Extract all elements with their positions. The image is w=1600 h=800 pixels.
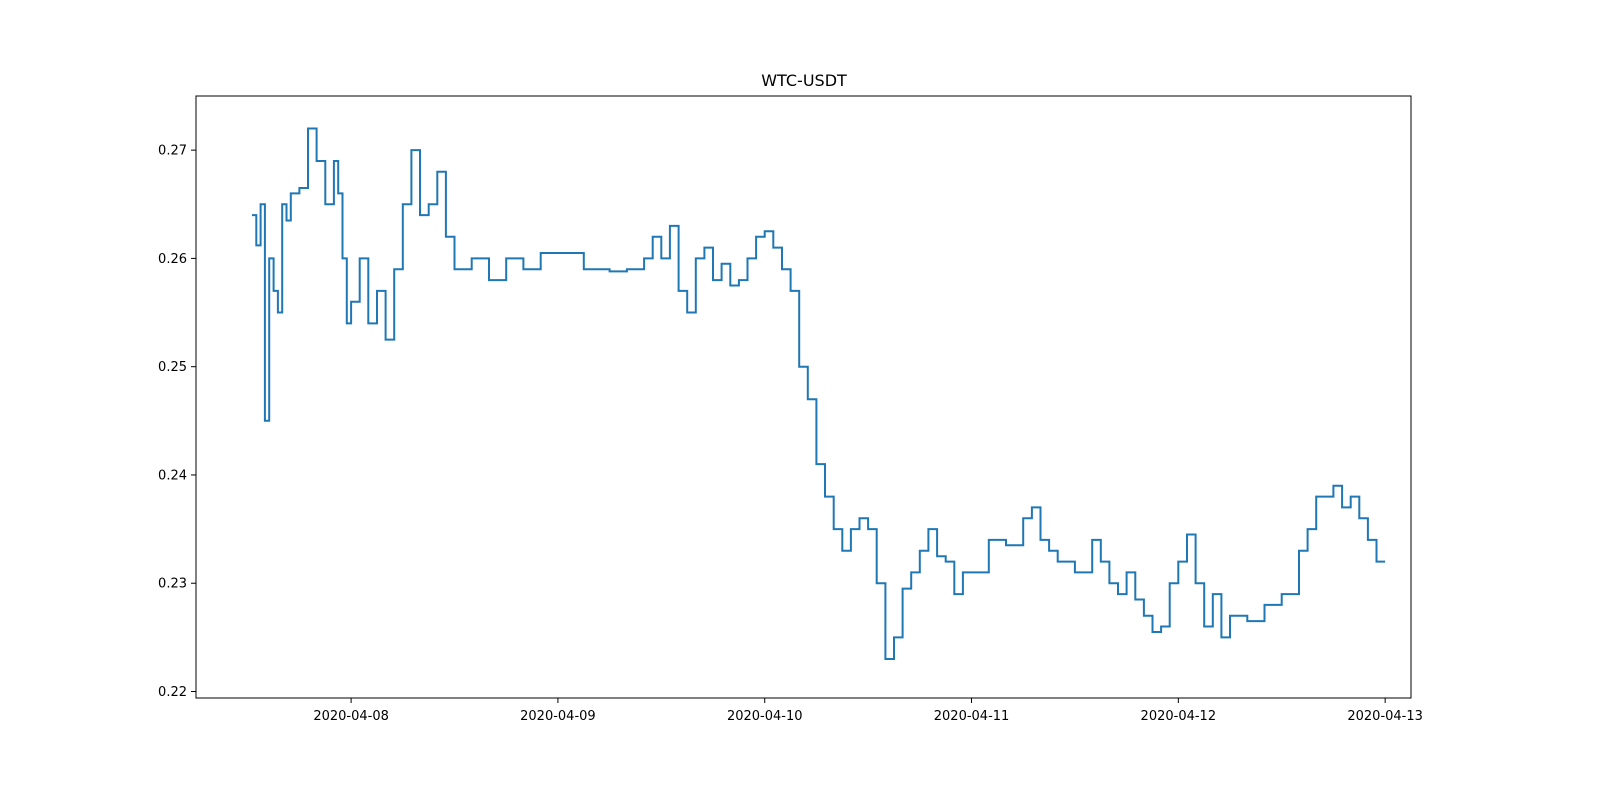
price-series-line [252,127,1386,660]
y-tick-label: 0.26 [158,252,187,267]
x-tick-label: 2020-04-12 [1141,709,1217,724]
x-axis: 2020-04-08 2020-04-09 2020-04-10 2020-04-11… [313,698,1423,724]
chart-title: WTC-USDT [761,71,847,90]
y-tick-label: 0.27 [158,144,187,159]
plot-frame [195,95,1412,699]
x-tick-label: 2020-04-13 [1347,709,1423,724]
x-tick-label: 2020-04-08 [313,709,389,724]
y-tick-label: 0.23 [158,577,187,592]
y-tick-label: 0.22 [158,685,187,700]
y-axis: 0.22 0.23 0.24 0.25 0.26 0.27 [158,144,196,700]
x-tick-label: 2020-04-10 [727,709,803,724]
x-tick-label: 2020-04-09 [520,709,596,724]
x-tick-label: 2020-04-11 [934,709,1010,724]
y-tick-label: 0.24 [158,468,187,483]
y-tick-label: 0.25 [158,360,187,375]
